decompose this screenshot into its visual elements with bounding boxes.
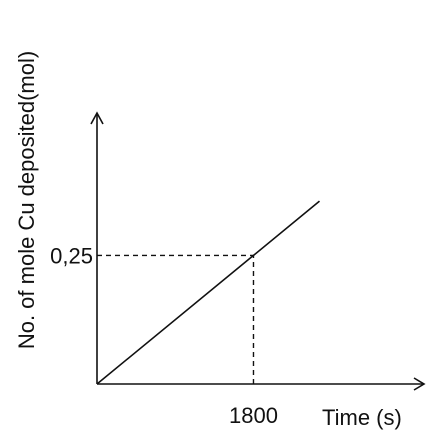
y-tick-label: 0,25 — [50, 243, 93, 268]
x-axis-arrowhead — [413, 377, 426, 391]
x-tick-label: 1800 — [229, 403, 278, 428]
x-axis-label: Time (s) — [322, 405, 402, 430]
y-axis-label: No. of mole Cu deposited(mol) — [14, 51, 39, 349]
y-axis-arrowhead — [90, 111, 104, 125]
series-line — [96, 200, 321, 385]
